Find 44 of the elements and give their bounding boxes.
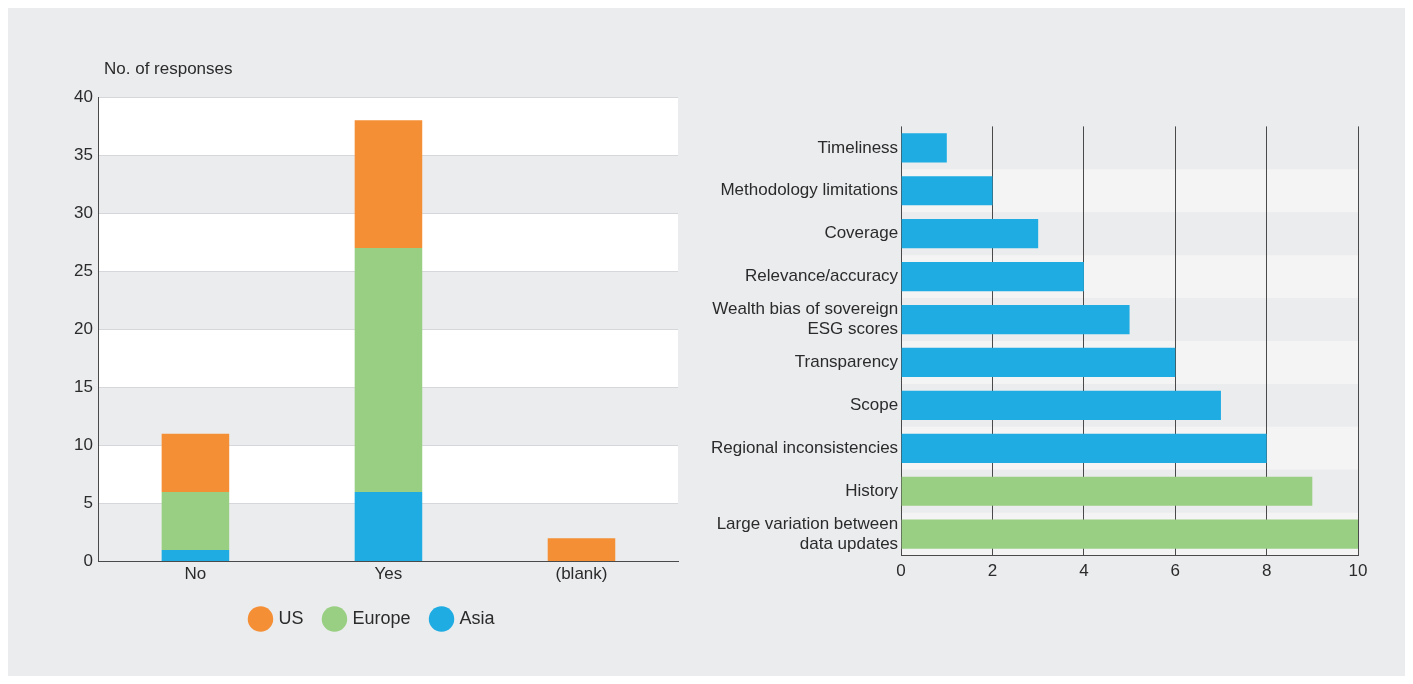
y-tick-label: Methodology limitations <box>720 180 899 200</box>
bar <box>901 304 1130 335</box>
y-tick-label: Wealth bias of sovereign ESG scores <box>712 299 899 339</box>
bar <box>901 219 1039 249</box>
bar <box>901 176 993 206</box>
y-tick-label: Regional inconsistencies <box>711 437 899 457</box>
y-tick-label: Relevance/accuracy <box>745 266 899 286</box>
x-tick-label: (blank) <box>555 564 608 584</box>
y-tick-label: 35 <box>73 144 93 164</box>
bar <box>901 133 947 163</box>
x-tick-label: 8 <box>1261 561 1272 581</box>
y-tick-label: 25 <box>73 260 93 280</box>
bar <box>161 433 230 492</box>
bar <box>547 538 616 562</box>
y-tick-label: Coverage <box>824 223 899 243</box>
x-tick-label: No <box>184 564 207 584</box>
y-tick-label: 5 <box>83 493 93 513</box>
bar <box>901 347 1176 378</box>
bar <box>161 549 230 562</box>
y-tick-label: 40 <box>73 86 93 106</box>
bar <box>901 262 1084 292</box>
y-tick-label: Transparency <box>794 352 899 372</box>
y-tick-label: Large variation between data updates <box>716 513 899 554</box>
y-tick-label: History <box>845 480 899 500</box>
bar <box>354 120 423 248</box>
y-tick-label: 10 <box>73 435 93 455</box>
x-tick-label: 6 <box>1170 561 1180 581</box>
y-tick-label: 20 <box>73 318 93 338</box>
y-axis-title: No. of responses <box>104 59 233 79</box>
x-tick-label: 2 <box>987 561 998 581</box>
x-tick-label: Yes <box>374 564 403 584</box>
bar <box>901 390 1221 420</box>
bar <box>161 491 230 550</box>
y-tick-label: Timeliness <box>817 137 899 157</box>
legend-label: Europe <box>352 607 411 628</box>
legend-label: US <box>278 607 304 628</box>
y-tick-label: Scope <box>849 395 899 415</box>
y-tick-label: 30 <box>73 202 93 222</box>
bar <box>354 248 423 492</box>
y-tick-label: 15 <box>73 377 93 397</box>
legend-label: Asia <box>459 607 496 628</box>
bar <box>354 491 423 562</box>
x-tick-label: 4 <box>1079 561 1089 581</box>
x-tick-label: 10 <box>1348 561 1368 581</box>
